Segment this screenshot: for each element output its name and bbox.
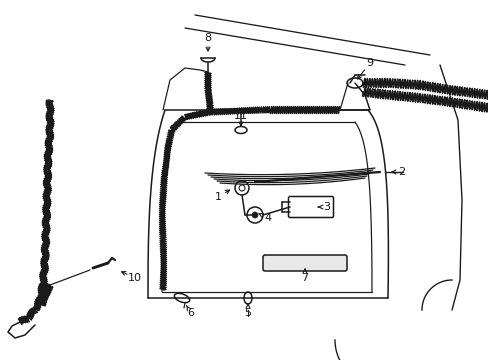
Text: 11: 11 <box>234 111 247 121</box>
Text: 4: 4 <box>264 213 271 223</box>
Circle shape <box>246 207 263 223</box>
Text: 8: 8 <box>204 33 211 43</box>
Circle shape <box>235 181 248 195</box>
Text: 2: 2 <box>398 167 405 177</box>
Circle shape <box>251 212 258 218</box>
Text: 7: 7 <box>301 273 308 283</box>
Ellipse shape <box>174 293 189 303</box>
Text: 10: 10 <box>128 273 142 283</box>
FancyBboxPatch shape <box>263 255 346 271</box>
FancyBboxPatch shape <box>288 197 333 217</box>
Ellipse shape <box>235 126 246 134</box>
Text: 1: 1 <box>214 192 221 202</box>
Text: 9: 9 <box>366 58 373 68</box>
Text: 3: 3 <box>323 202 330 212</box>
Circle shape <box>239 185 244 191</box>
Text: 5: 5 <box>244 308 251 318</box>
Ellipse shape <box>244 292 251 304</box>
Text: 6: 6 <box>187 308 194 318</box>
